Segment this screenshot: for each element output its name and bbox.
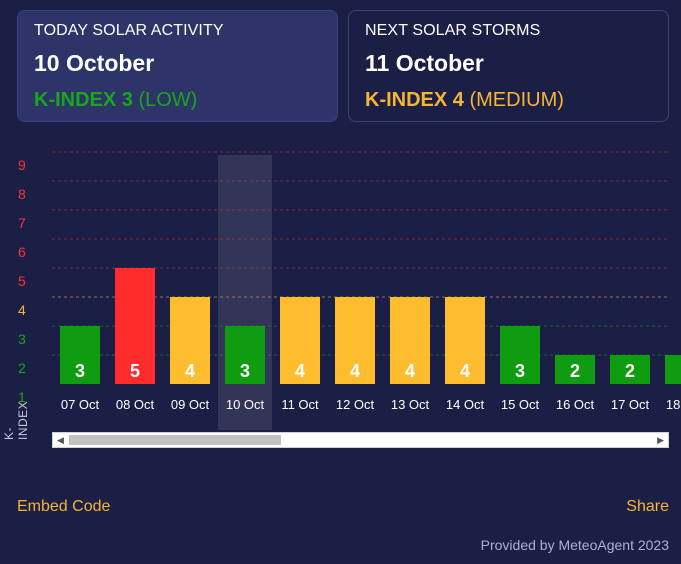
- bar: [610, 355, 650, 384]
- x-tick-label: 12 Oct: [336, 397, 375, 412]
- kindex-bar-chart: 1 2 3 4 5 6 7 8 9 3 07 Oct 5 08 Oct 4 09 Oct 3 10 Oct 4 11…: [18, 151, 681, 430]
- x-tick-label: 18 Oct: [666, 397, 681, 412]
- bar-value-label: 4: [185, 361, 195, 381]
- x-tick-label: 10 Oct: [226, 397, 265, 412]
- scroll-left-icon[interactable]: ◀: [57, 435, 64, 445]
- highlight-column: [218, 155, 272, 430]
- next-kindex: K-INDEX 4 (MEDIUM): [365, 89, 564, 112]
- bar: [225, 326, 265, 384]
- share-link[interactable]: Share: [626, 498, 669, 515]
- x-tick-label: 09 Oct: [171, 397, 210, 412]
- bar: [555, 355, 595, 384]
- y-axis-label: K-INDEX: [2, 400, 30, 440]
- next-kindex-level: (MEDIUM): [469, 89, 564, 111]
- y-tick-label: 1: [18, 389, 26, 405]
- bar-value-label: 2: [570, 361, 580, 381]
- bar: [170, 297, 210, 384]
- y-tick-label: 6: [18, 244, 26, 260]
- bar: [115, 268, 155, 384]
- bar-value-label: 4: [460, 361, 470, 381]
- bar-value-label: 2: [625, 361, 635, 381]
- bar: [665, 355, 681, 384]
- today-date: 10 October: [34, 50, 155, 76]
- x-tick-label: 13 Oct: [391, 397, 430, 412]
- bar: [280, 297, 320, 384]
- y-tick-label: 8: [18, 186, 26, 202]
- provided-by-credit: Provided by MeteoAgent 2023: [480, 537, 669, 553]
- scrollbar-thumb[interactable]: [69, 435, 281, 445]
- next-date: 11 October: [365, 50, 484, 76]
- next-storms-card: NEXT SOLAR STORMS 11 October K-INDEX 4 (…: [348, 10, 669, 122]
- scroll-right-icon[interactable]: ▶: [657, 435, 664, 445]
- bar: [390, 297, 430, 384]
- bar: [445, 297, 485, 384]
- chart-scrollbar[interactable]: ◀ ▶: [52, 432, 669, 448]
- y-tick-label: 7: [18, 215, 26, 231]
- y-tick-label: 4: [18, 302, 26, 318]
- bar: [500, 326, 540, 384]
- x-tick-label: 17 Oct: [611, 397, 650, 412]
- bar-value-label: 4: [350, 361, 360, 381]
- x-tick-label: 16 Oct: [556, 397, 595, 412]
- y-tick-label: 9: [18, 157, 26, 173]
- next-kindex-value: K-INDEX 4: [365, 89, 464, 111]
- bar-value-label: 3: [240, 361, 250, 381]
- y-tick-label: 5: [18, 273, 26, 289]
- bar-value-label: 5: [130, 361, 140, 381]
- x-tick-label: 14 Oct: [446, 397, 485, 412]
- x-tick-label: 11 Oct: [281, 397, 319, 412]
- x-tick-label: 07 Oct: [61, 397, 100, 412]
- bar-value-label: 4: [405, 361, 415, 381]
- y-tick-label: 2: [18, 360, 26, 376]
- embed-code-link[interactable]: Embed Code: [17, 498, 111, 515]
- today-kindex-value: K-INDEX 3: [34, 89, 133, 111]
- today-activity-card: TODAY SOLAR ACTIVITY 10 October K-INDEX …: [17, 10, 338, 122]
- bar-value-label: 3: [515, 361, 525, 381]
- today-kindex: K-INDEX 3 (LOW): [34, 89, 197, 112]
- bar-value-label: 3: [75, 361, 85, 381]
- x-tick-label: 08 Oct: [116, 397, 155, 412]
- today-kindex-level: (LOW): [138, 89, 198, 111]
- bar-value-label: 4: [295, 361, 305, 381]
- bar: [60, 326, 100, 384]
- x-tick-label: 15 Oct: [501, 397, 540, 412]
- today-heading: TODAY SOLAR ACTIVITY: [34, 22, 224, 39]
- y-tick-label: 3: [18, 331, 26, 347]
- bar: [335, 297, 375, 384]
- next-heading: NEXT SOLAR STORMS: [365, 22, 541, 39]
